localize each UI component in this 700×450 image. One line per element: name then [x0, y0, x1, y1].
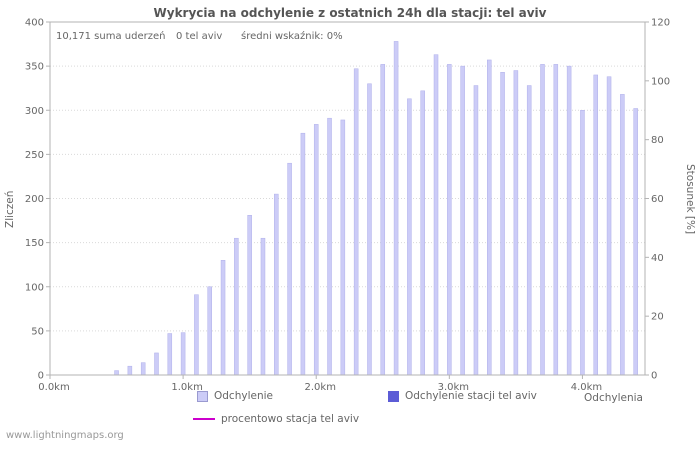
legend-item-station-deviation: Odchylenie stacji tel aviv [388, 390, 537, 402]
bar [353, 68, 359, 376]
bar [340, 119, 346, 376]
bar [526, 85, 532, 376]
y-left-tick-label: 400 [25, 18, 44, 29]
bar [553, 64, 559, 376]
annotation-station-count: 0 tel aviv [176, 31, 223, 42]
x-tick-label: 3.0km [438, 382, 469, 393]
bar [593, 74, 598, 376]
x-tick-label: 2.0km [305, 382, 336, 393]
y-left-tick-label: 300 [25, 106, 44, 117]
bar [393, 41, 399, 376]
bar [566, 65, 572, 376]
bar [633, 108, 638, 376]
bar [180, 332, 186, 376]
bar [287, 162, 292, 376]
y-left-tick-label: 200 [25, 194, 44, 205]
bar [433, 54, 439, 376]
legend-line-percent [193, 418, 215, 420]
y-right-tick-label: 20 [651, 312, 664, 323]
bar [140, 362, 146, 376]
x-tick-label: 1.0km [171, 382, 202, 393]
y-right-tick-label: 60 [651, 194, 664, 205]
y-left-tick-label: 350 [25, 62, 44, 73]
chart-title: Wykrycia na odchylenie z ostatnich 24h d… [153, 6, 547, 20]
bar [580, 110, 585, 376]
bar [367, 83, 372, 376]
bar [274, 193, 279, 376]
y-left-tick-label: 50 [31, 326, 44, 337]
bar [114, 370, 119, 376]
y-right-tick-label: 80 [651, 135, 664, 146]
x-axis-label: Odchylenia [584, 392, 643, 404]
legend-label-station-deviation: Odchylenie stacji tel aviv [405, 390, 537, 402]
bar [487, 59, 492, 376]
y-left-tick-label: 250 [25, 150, 44, 161]
bar [620, 94, 625, 376]
bar [207, 286, 212, 376]
y-left-tick-label: 0 [38, 371, 44, 382]
annotation-average-ratio: średni wskaźnik: 0% [241, 31, 343, 42]
bar [606, 76, 612, 376]
y-axis-label-right: Stosunek [%] [684, 164, 696, 235]
bar [500, 72, 505, 376]
y-left-tick-label: 100 [25, 282, 44, 293]
y-axis-label-left: Zliczeń [4, 190, 16, 228]
x-tick-label: 4.0km [571, 382, 602, 393]
bar [407, 98, 412, 376]
bar [300, 132, 306, 376]
watermark-link[interactable]: www.lightningmaps.org [6, 430, 124, 441]
legend-label-deviation: Odchylenie [214, 390, 273, 402]
legend-label-percent: procentowo stacja tel aviv [221, 413, 360, 425]
legend-swatch-deviation [197, 390, 208, 402]
annotation-sum-strikes: 10,171 suma uderzeń [56, 31, 166, 42]
bar [540, 64, 545, 376]
bar [327, 117, 332, 376]
bar [260, 237, 266, 376]
bar [234, 237, 239, 376]
bar [513, 70, 519, 376]
y-right-tick-label: 100 [651, 76, 670, 87]
y-left-tick-label: 150 [25, 238, 44, 249]
legend-swatch-station [388, 390, 399, 402]
bar [154, 352, 159, 376]
bar [460, 65, 465, 376]
bar [167, 333, 173, 376]
y-right-tick-label: 120 [651, 18, 670, 29]
bar [220, 260, 226, 376]
legend-item-percent: procentowo stacja tel aviv [193, 413, 359, 425]
bar [420, 90, 425, 376]
x-tick-label: 0.0km [38, 382, 69, 393]
y-right-tick-label: 40 [651, 253, 664, 264]
bar [194, 294, 199, 376]
y-right-tick-label: 0 [651, 371, 657, 382]
bar [380, 64, 386, 376]
legend-item-deviation: Odchylenie [197, 390, 273, 402]
bar [313, 124, 319, 376]
bar [127, 365, 133, 376]
bar [473, 85, 479, 376]
bar [247, 215, 252, 376]
bar [447, 64, 452, 376]
